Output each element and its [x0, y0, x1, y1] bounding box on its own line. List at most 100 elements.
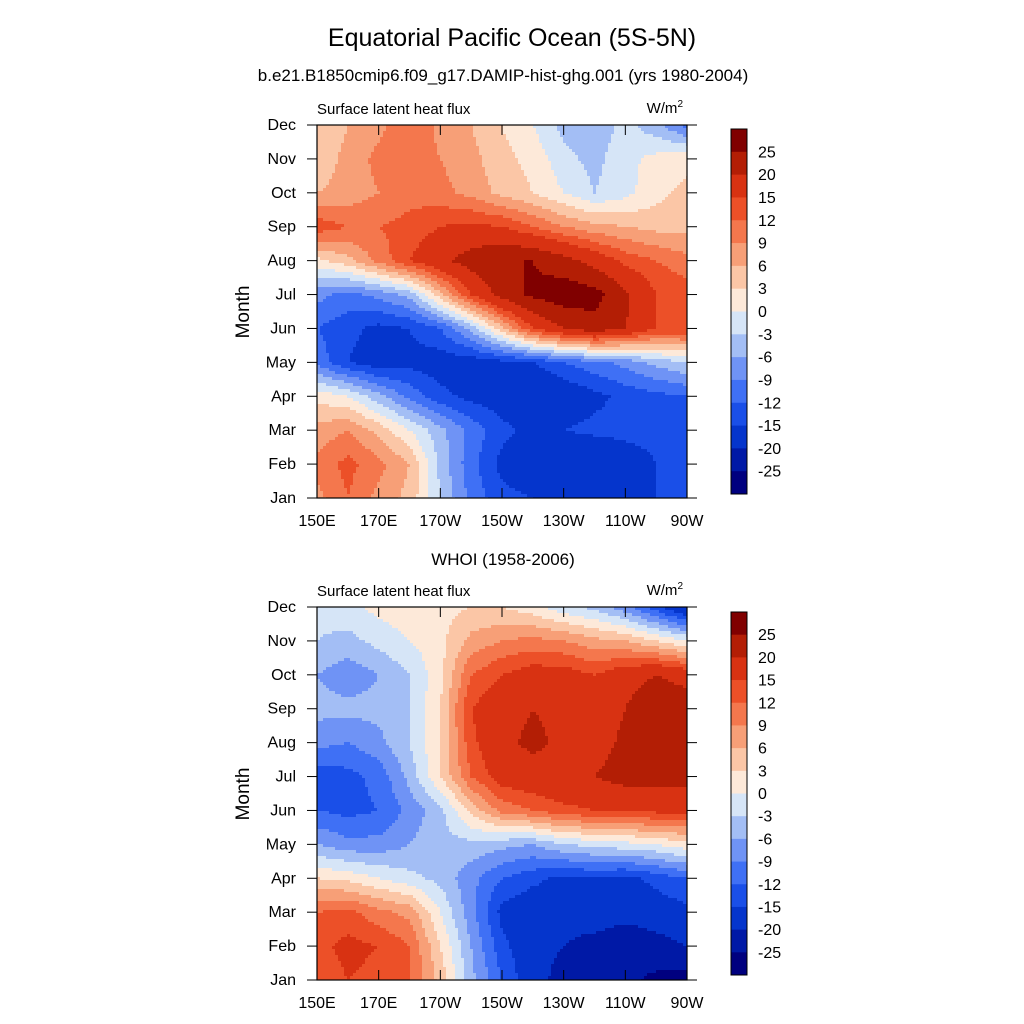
heatmap-cell [581, 215, 585, 219]
heatmap-cell [350, 215, 354, 219]
heatmap-cell [587, 230, 591, 234]
heatmap-cell [488, 227, 492, 231]
heatmap-cell [503, 155, 507, 159]
heatmap-cell [434, 200, 438, 204]
heatmap-cell [602, 197, 606, 201]
heatmap-cell [581, 203, 585, 207]
heatmap-cell [614, 170, 618, 174]
heatmap-cell [320, 134, 324, 138]
heatmap-cell [473, 173, 477, 177]
heatmap-cell [557, 149, 561, 153]
heatmap-cell [515, 212, 519, 216]
heatmap-cell [386, 212, 390, 216]
heatmap-cell [641, 209, 645, 213]
heatmap-cell [644, 167, 648, 171]
heatmap-cell [500, 230, 504, 234]
heatmap-cell [575, 146, 579, 150]
heatmap-cell [674, 134, 678, 138]
heatmap-cell [425, 137, 429, 141]
heatmap-cell [638, 239, 642, 243]
heatmap-cell [665, 209, 669, 213]
heatmap-cell [506, 131, 510, 135]
heatmap-cell [539, 215, 543, 219]
heatmap-cell [407, 131, 411, 135]
heatmap-cell [371, 212, 375, 216]
heatmap-cell [671, 236, 675, 240]
heatmap-cell [494, 137, 498, 141]
heatmap-cell [392, 167, 396, 171]
heatmap-cell [554, 140, 558, 144]
heatmap-cell [620, 218, 624, 222]
heatmap-cell [425, 242, 429, 246]
heatmap-cell [593, 203, 597, 207]
heatmap-cell [674, 137, 678, 141]
heatmap-cell [476, 137, 480, 141]
heatmap-cell [659, 239, 663, 243]
heatmap-cell [416, 134, 420, 138]
heatmap-cell [455, 173, 459, 177]
heatmap-cell [536, 236, 540, 240]
heatmap-cell [467, 212, 471, 216]
heatmap-cell [620, 200, 624, 204]
heatmap-cell [356, 188, 360, 192]
heatmap-cell [371, 215, 375, 219]
heatmap-cell [353, 158, 357, 162]
heatmap-cell [425, 206, 429, 210]
heatmap-cell [395, 224, 399, 228]
heatmap-cell [317, 185, 321, 189]
heatmap-cell [527, 176, 531, 180]
heatmap-cell [563, 194, 567, 198]
heatmap-cell [470, 206, 474, 210]
heatmap-cell [329, 152, 333, 156]
heatmap-cell [608, 128, 612, 132]
heatmap-cell [485, 242, 489, 246]
heatmap-cell [662, 155, 666, 159]
heatmap-cell [392, 149, 396, 153]
heatmap-cell [407, 167, 411, 171]
heatmap-cell [473, 236, 477, 240]
heatmap-cell [371, 167, 375, 171]
heatmap-cell [332, 182, 336, 186]
heatmap-cell [542, 212, 546, 216]
heatmap-cell [368, 143, 372, 147]
heatmap-cell [569, 155, 573, 159]
heatmap-cell [362, 125, 366, 129]
heatmap-cell [479, 164, 483, 168]
heatmap-cell [449, 203, 453, 207]
heatmap-cell [578, 191, 582, 195]
heatmap-cell [518, 137, 522, 141]
heatmap-cell [677, 125, 681, 129]
heatmap-cell [386, 221, 390, 225]
heatmap-cell [530, 182, 534, 186]
heatmap-cell [425, 128, 429, 132]
heatmap-cell [569, 185, 573, 189]
heatmap-cell [512, 131, 516, 135]
heatmap-cell [542, 146, 546, 150]
heatmap-cell [473, 185, 477, 189]
heatmap-cell [584, 131, 588, 135]
heatmap-cell [530, 134, 534, 138]
heatmap-cell [662, 239, 666, 243]
heatmap-cell [617, 212, 621, 216]
heatmap-cell [671, 131, 675, 135]
heatmap-cell [623, 212, 627, 216]
heatmap-cell [494, 188, 498, 192]
heatmap-cell [647, 179, 651, 183]
heatmap-cell [617, 134, 621, 138]
heatmap-cell [674, 140, 678, 144]
heatmap-cell [557, 230, 561, 234]
heatmap-cell [383, 176, 387, 180]
heatmap-cell [365, 227, 369, 231]
heatmap-cell [392, 215, 396, 219]
heatmap-cell [572, 137, 576, 141]
heatmap-cell [557, 191, 561, 195]
heatmap-cell [617, 182, 621, 186]
heatmap-cell [473, 242, 477, 246]
heatmap-cell [545, 203, 549, 207]
heatmap-cell [341, 173, 345, 177]
heatmap-cell [395, 146, 399, 150]
heatmap-cell [506, 212, 510, 216]
heatmap-cell [431, 179, 435, 183]
heatmap-cell [446, 194, 450, 198]
heatmap-cell [515, 167, 519, 171]
